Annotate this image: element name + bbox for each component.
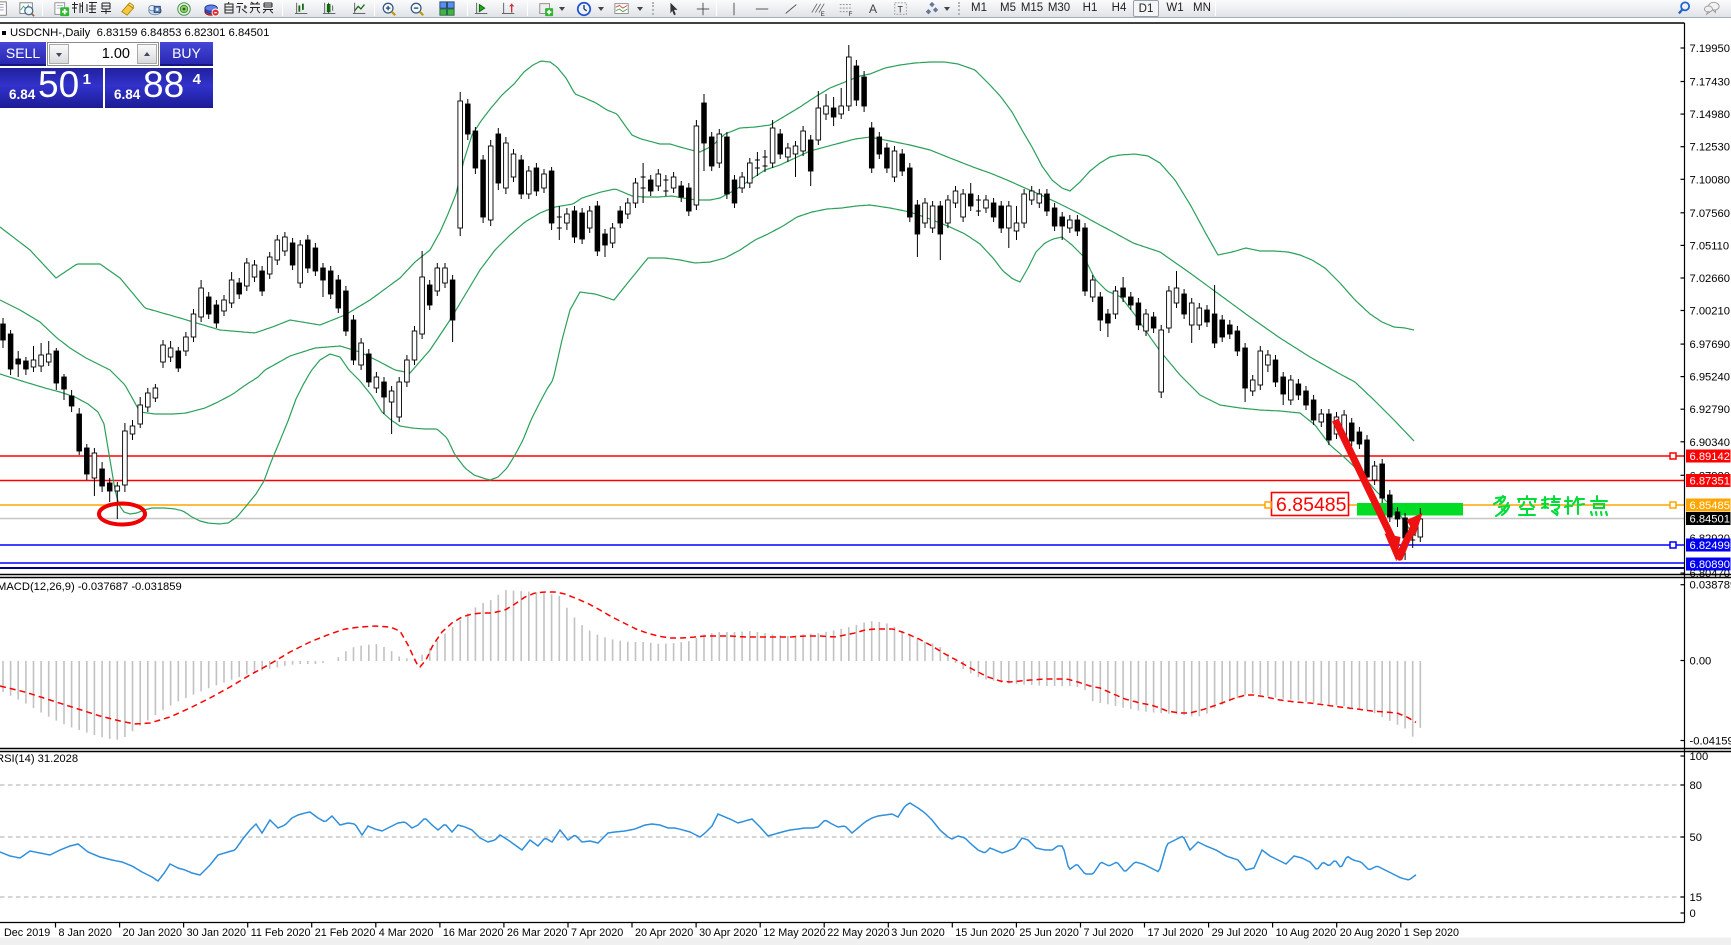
svg-text:-0.04159: -0.04159 xyxy=(1690,736,1731,748)
svg-text:15 Jun 2020: 15 Jun 2020 xyxy=(955,927,1014,939)
svg-text:7 Apr 2020: 7 Apr 2020 xyxy=(571,927,623,939)
svg-text:12 May 2020: 12 May 2020 xyxy=(763,927,825,939)
svg-text:6.89142: 6.89142 xyxy=(1690,451,1730,463)
svg-text:MACD(12,26,9) -0.037687 -0.031: MACD(12,26,9) -0.037687 -0.031859 xyxy=(0,581,182,593)
svg-text:1 Sep 2020: 1 Sep 2020 xyxy=(1404,927,1459,939)
svg-text:50: 50 xyxy=(1690,832,1702,844)
svg-text:Dec 2019: Dec 2019 xyxy=(4,927,50,939)
svg-text:7.05110: 7.05110 xyxy=(1690,240,1730,252)
svg-text:20 Jan 2020: 20 Jan 2020 xyxy=(123,927,182,939)
svg-text:6.80470: 6.80470 xyxy=(1690,568,1730,580)
svg-text:17 Jul 2020: 17 Jul 2020 xyxy=(1148,927,1204,939)
svg-text:7.17430: 7.17430 xyxy=(1690,77,1730,89)
svg-text:6.87351: 6.87351 xyxy=(1690,476,1730,488)
svg-text:15: 15 xyxy=(1690,892,1702,904)
svg-text:0.038789: 0.038789 xyxy=(1690,580,1731,592)
svg-text:25 Jun 2020: 25 Jun 2020 xyxy=(1019,927,1078,939)
svg-text:7 Jul 2020: 7 Jul 2020 xyxy=(1084,927,1134,939)
svg-text:29 Jul 2020: 29 Jul 2020 xyxy=(1212,927,1268,939)
svg-text:30 Apr 2020: 30 Apr 2020 xyxy=(699,927,757,939)
svg-text:22 May 2020: 22 May 2020 xyxy=(827,927,889,939)
svg-text:30 Jan 2020: 30 Jan 2020 xyxy=(187,927,246,939)
svg-text:7.07560: 7.07560 xyxy=(1690,208,1730,220)
svg-text:6.85485: 6.85485 xyxy=(1690,500,1730,512)
svg-text:6.90340: 6.90340 xyxy=(1690,437,1730,449)
svg-text:8 Jan 2020: 8 Jan 2020 xyxy=(59,927,112,939)
svg-text:6.84501: 6.84501 xyxy=(1690,514,1730,526)
svg-text:6.95240: 6.95240 xyxy=(1690,372,1730,384)
svg-text:7.19950: 7.19950 xyxy=(1690,43,1730,55)
svg-text:3 Jun 2020: 3 Jun 2020 xyxy=(891,927,944,939)
svg-text:16 Mar 2020: 16 Mar 2020 xyxy=(443,927,504,939)
svg-text:6.80890: 6.80890 xyxy=(1690,559,1730,571)
svg-text:0: 0 xyxy=(1690,908,1696,920)
svg-text:11 Feb 2020: 11 Feb 2020 xyxy=(251,927,311,939)
svg-text:100: 100 xyxy=(1690,751,1709,763)
svg-text:26 Mar 2020: 26 Mar 2020 xyxy=(507,927,568,939)
svg-text:7.00210: 7.00210 xyxy=(1690,306,1730,318)
svg-text:20 Aug 2020: 20 Aug 2020 xyxy=(1340,927,1401,939)
svg-text:RSI(14) 31.2028: RSI(14) 31.2028 xyxy=(0,753,78,765)
svg-text:20 Apr 2020: 20 Apr 2020 xyxy=(635,927,693,939)
svg-text:21 Feb 2020: 21 Feb 2020 xyxy=(315,927,376,939)
svg-text:80: 80 xyxy=(1690,780,1702,792)
svg-text:7.12530: 7.12530 xyxy=(1690,142,1730,154)
svg-text:0.00: 0.00 xyxy=(1690,656,1712,668)
svg-text:7.02660: 7.02660 xyxy=(1690,273,1730,285)
svg-text:6.97690: 6.97690 xyxy=(1690,339,1730,351)
svg-text:4 Mar 2020: 4 Mar 2020 xyxy=(379,927,434,939)
svg-text:6.92790: 6.92790 xyxy=(1690,404,1730,416)
svg-text:10 Aug 2020: 10 Aug 2020 xyxy=(1276,927,1337,939)
svg-text:F: F xyxy=(849,11,853,17)
svg-text:T: T xyxy=(897,5,903,15)
svg-text:6.85485: 6.85485 xyxy=(1276,494,1347,516)
svg-text:E: E xyxy=(821,11,825,17)
svg-text:7.14980: 7.14980 xyxy=(1690,109,1730,121)
svg-text:7.10080: 7.10080 xyxy=(1690,174,1730,186)
svg-text:6.82499: 6.82499 xyxy=(1690,540,1730,552)
